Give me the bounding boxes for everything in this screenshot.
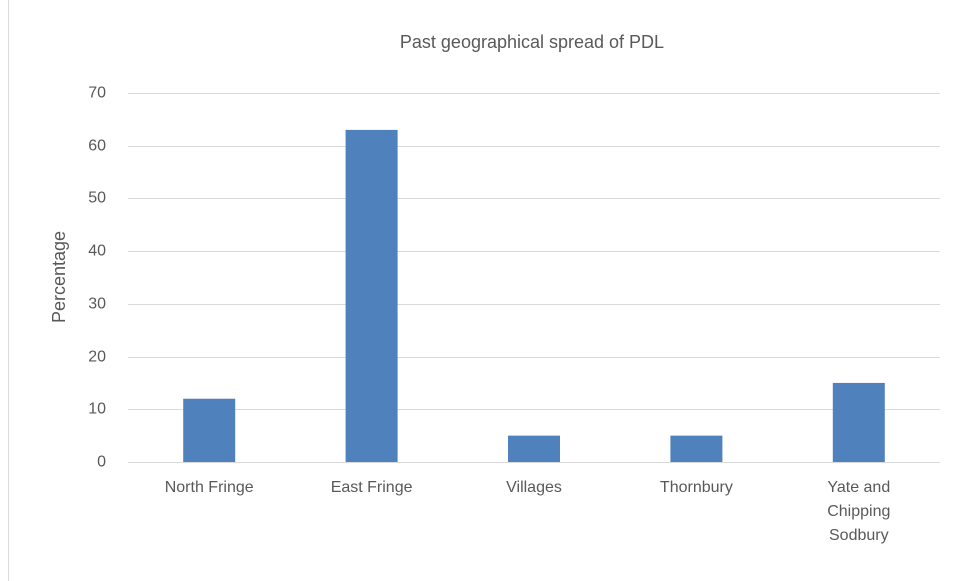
x-tick-label-box: Villages (506, 479, 562, 496)
x-tick-label-box: Yate and Chipping Sodbury (827, 479, 891, 544)
y-tick-label: 20 (88, 349, 106, 366)
x-tick-label-box: Thornbury (659, 479, 733, 496)
x-tick-label-box: North Fringe (164, 479, 254, 496)
bar (832, 382, 885, 462)
y-tick-label: 40 (88, 243, 106, 260)
y-tick-label: 30 (88, 296, 106, 313)
y-tick-label: 0 (97, 454, 106, 471)
bar (183, 398, 236, 462)
y-tick-label: 50 (88, 190, 106, 207)
y-tick-label: 70 (88, 85, 106, 102)
y-tick-label: 60 (88, 138, 106, 155)
y-tick-label: 10 (88, 401, 106, 418)
chart-title: Past geographical spread of PDL (400, 32, 664, 52)
y-axis-label: Percentage (49, 231, 69, 323)
x-tick-label: Villages (506, 479, 562, 496)
x-tick-label: North Fringe (164, 479, 254, 496)
bar (508, 435, 560, 462)
x-tick-label: East Fringe (330, 479, 413, 496)
bar (345, 129, 398, 462)
x-tick-label: Thornbury (659, 479, 733, 496)
bar (670, 435, 723, 462)
x-tick-label-box: East Fringe (330, 479, 413, 496)
x-tick-label: Yate and Chipping Sodbury (827, 479, 891, 544)
